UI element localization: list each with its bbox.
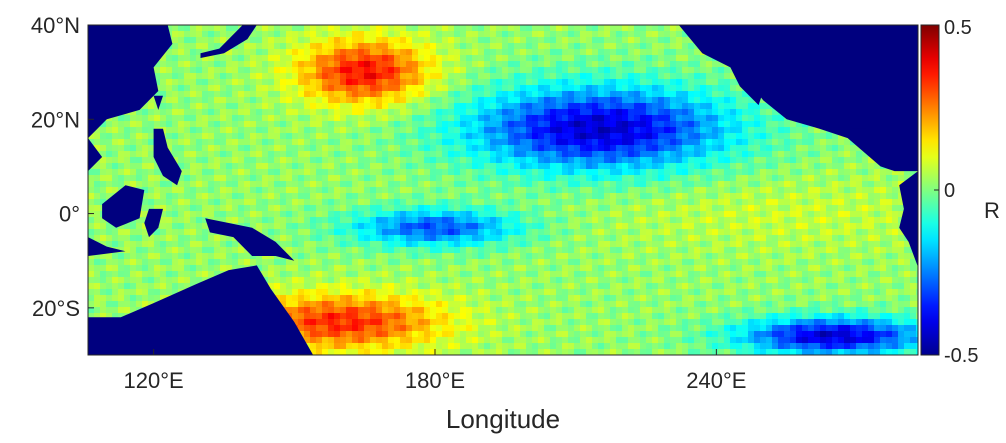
colorbar-tick-label: -0.5 [944, 345, 978, 367]
y-tick-label: 20°S [32, 296, 80, 321]
y-tick-label: 20°N [31, 107, 80, 132]
x-tick-label: 120°E [124, 368, 184, 393]
colorbar-ticks: 0.5 0 -0.5 [934, 17, 978, 367]
y-tick-label: 40°N [31, 13, 80, 38]
colorbar-label: R [984, 198, 1000, 223]
colorbar-tick-label: 0 [944, 180, 955, 202]
colorbar-tick-label: 0.5 [944, 17, 972, 39]
x-tick-label: 180°E [405, 368, 465, 393]
y-axis-ticks: 40°N 20°N 0° 20°S [31, 13, 94, 321]
x-axis-ticks: 120°E 180°E 240°E [124, 349, 747, 393]
x-tick-label: 240°E [686, 368, 746, 393]
x-axis-title: Longitude [446, 404, 560, 434]
y-tick-label: 0° [59, 202, 80, 227]
